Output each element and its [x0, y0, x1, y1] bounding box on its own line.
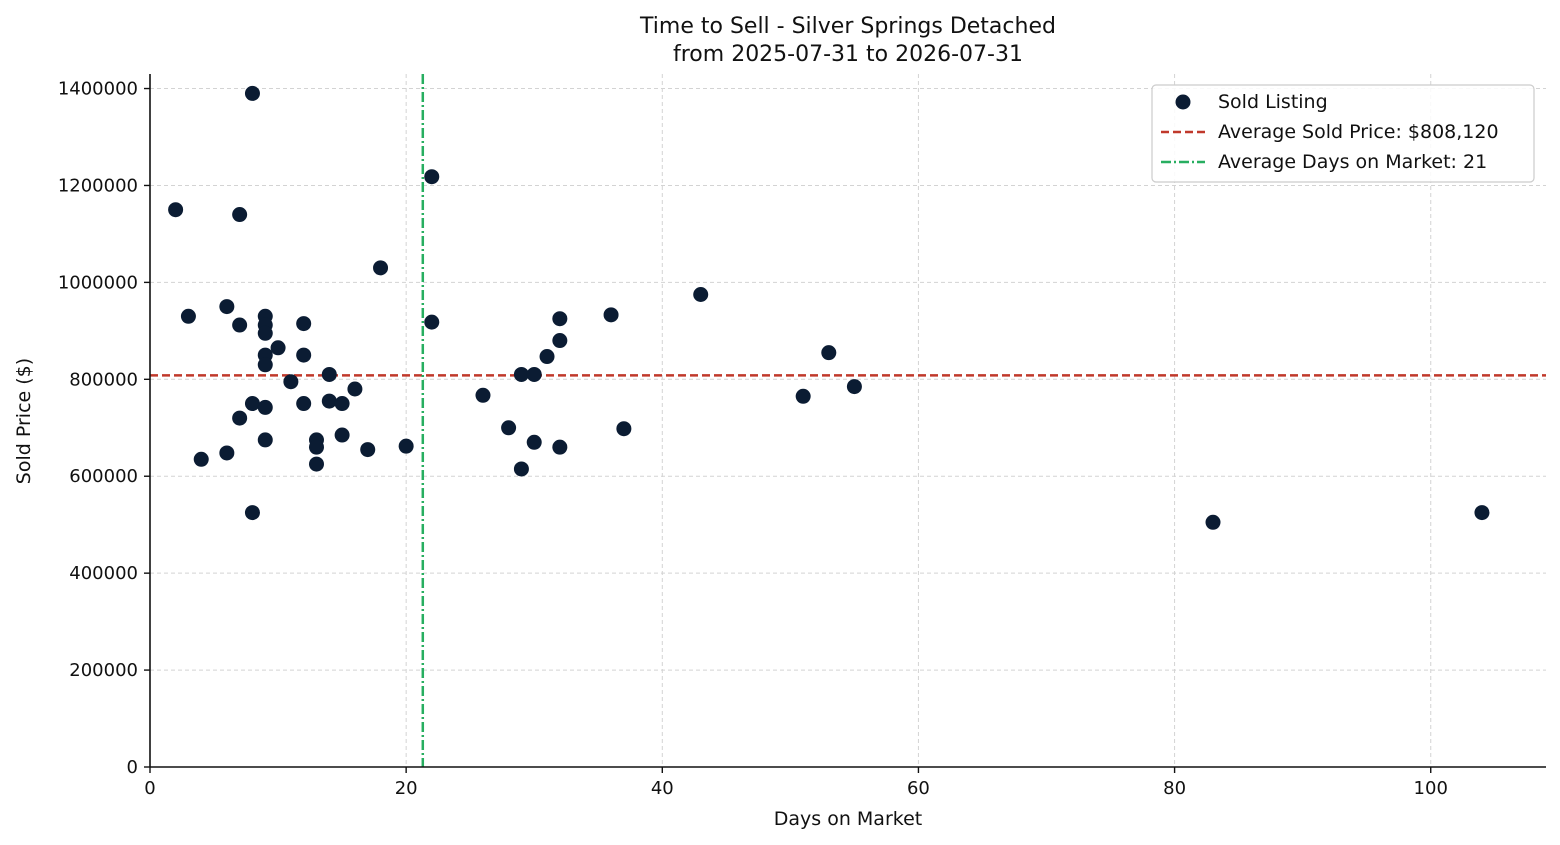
data-point	[257, 357, 273, 373]
x-tick-label: 0	[144, 778, 155, 799]
data-point	[308, 456, 324, 472]
data-point	[846, 379, 862, 395]
chart-title-line2: from 2025-07-31 to 2026-07-31	[673, 42, 1023, 67]
legend-label-average-price: Average Sold Price: $808,120	[1218, 121, 1499, 143]
data-point	[526, 366, 542, 382]
data-point	[1205, 514, 1221, 530]
x-tick-label: 100	[1414, 778, 1448, 799]
y-tick-label: 200000	[69, 660, 138, 681]
y-tick-label: 800000	[69, 369, 138, 390]
data-point	[232, 410, 248, 426]
data-point	[296, 396, 312, 412]
legend: Sold Listing Average Sold Price: $808,12…	[1151, 84, 1535, 183]
data-point	[168, 202, 184, 218]
data-point	[603, 307, 619, 323]
data-point	[321, 366, 337, 382]
data-point	[334, 396, 350, 412]
data-point	[552, 439, 568, 455]
data-point	[424, 314, 440, 330]
data-point	[398, 438, 414, 454]
y-tick-label: 1000000	[58, 272, 138, 293]
legend-label-average-days: Average Days on Market: 21	[1218, 151, 1487, 173]
data-point	[552, 333, 568, 349]
data-point	[475, 387, 491, 403]
axes	[149, 74, 1546, 768]
data-point	[180, 308, 196, 324]
reference-lines	[150, 74, 1546, 767]
data-point	[219, 299, 235, 315]
chart-title-line1: Time to Sell - Silver Springs Detached	[639, 14, 1056, 39]
data-point	[193, 451, 209, 467]
y-tick-label: 600000	[69, 466, 138, 487]
data-point	[424, 169, 440, 185]
data-point	[513, 366, 529, 382]
data-point	[232, 207, 248, 223]
data-point	[257, 432, 273, 448]
data-point	[1474, 505, 1490, 521]
data-point	[244, 505, 260, 521]
x-axis-label: Days on Market	[774, 808, 922, 830]
ticks: 0 20 40 60 80 100 0 200000 400000 600000 800000 100…	[58, 79, 1448, 799]
data-point	[321, 393, 337, 409]
y-tick-label: 0	[127, 757, 138, 778]
data-point	[616, 421, 632, 437]
data-point	[347, 381, 363, 397]
data-point	[257, 325, 273, 341]
data-point	[257, 399, 273, 415]
legend-box	[1151, 84, 1535, 183]
y-tick-label: 1200000	[58, 175, 138, 196]
data-point	[296, 316, 312, 332]
data-point	[821, 345, 837, 361]
legend-marker-sold-listing	[1175, 94, 1191, 110]
data-point	[244, 396, 260, 412]
data-point	[552, 311, 568, 327]
y-tick-label: 1400000	[58, 79, 138, 100]
x-tick-label: 80	[1163, 778, 1186, 799]
data-point	[334, 427, 350, 443]
data-point	[693, 287, 709, 302]
data-point	[308, 439, 324, 455]
data-point	[360, 442, 376, 458]
data-point	[283, 374, 299, 390]
data-point	[296, 347, 312, 363]
data-point	[373, 260, 389, 276]
data-point	[219, 445, 235, 461]
data-point	[232, 317, 248, 333]
data-point	[526, 434, 542, 450]
x-tick-label: 40	[651, 778, 674, 799]
data-point	[539, 349, 555, 365]
y-axis-label: Sold Price ($)	[13, 358, 35, 484]
data-points	[168, 85, 1490, 530]
y-tick-label: 400000	[69, 563, 138, 584]
legend-label-sold-listing: Sold Listing	[1218, 91, 1328, 113]
data-point	[795, 388, 811, 404]
x-tick-label: 20	[395, 778, 418, 799]
data-point	[270, 340, 286, 356]
data-point	[244, 85, 260, 101]
x-tick-label: 60	[907, 778, 930, 799]
data-point	[513, 461, 529, 477]
data-point	[501, 420, 517, 436]
